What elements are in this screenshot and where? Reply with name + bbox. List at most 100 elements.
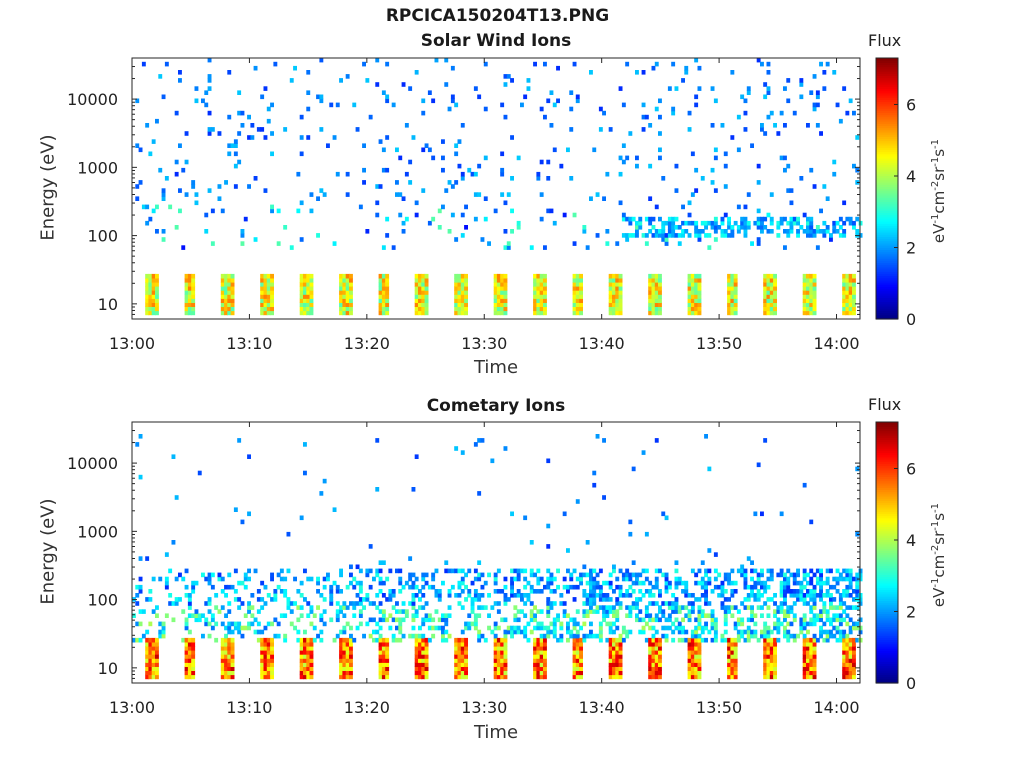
heatmap-cell (760, 511, 764, 517)
heatmap-cell (769, 306, 774, 312)
heatmap-cell (546, 601, 551, 606)
heatmap-cell (523, 601, 528, 606)
heatmap-cell (694, 167, 699, 173)
heatmap-cell (184, 568, 189, 574)
heatmap-cell (247, 609, 251, 614)
heatmap-cell (569, 576, 574, 582)
heatmap-cell (848, 646, 853, 651)
heatmap-cell (398, 192, 403, 197)
heatmap-cell (332, 580, 337, 586)
colorbar-segment (876, 528, 898, 532)
heatmap-cell (378, 637, 383, 643)
heatmap-cell (825, 61, 830, 67)
heatmap-cell (651, 617, 656, 623)
heatmap-cell (612, 568, 616, 574)
heatmap-cell (806, 286, 810, 291)
heatmap-cell (424, 601, 429, 606)
heatmap-cell (237, 110, 242, 116)
heatmap-cell (667, 216, 672, 222)
heatmap-cell (694, 229, 699, 234)
heatmap-cell (848, 674, 853, 680)
heatmap-cell (533, 670, 537, 676)
heatmap-cell (858, 637, 863, 643)
heatmap-cell (621, 159, 626, 165)
heatmap-cell (569, 629, 574, 635)
heatmap-cell (572, 658, 577, 663)
heatmap-cell (852, 163, 856, 169)
colorbar-segment (876, 129, 898, 133)
heatmap-cell (802, 568, 807, 574)
heatmap-cell (575, 306, 580, 312)
heatmap-cell (825, 225, 830, 230)
heatmap-cell (832, 605, 837, 610)
heatmap-cell (306, 290, 311, 295)
heatmap-cell (210, 572, 215, 578)
heatmap-cell (644, 216, 649, 222)
heatmap-cell (697, 65, 702, 71)
heatmap-cell (303, 662, 307, 667)
heatmap-cell (842, 229, 847, 234)
heatmap-cell (533, 605, 537, 610)
heatmap-cell (635, 229, 639, 234)
heatmap-cell (155, 282, 159, 287)
heatmap-cell (608, 597, 613, 602)
heatmap-cell (187, 298, 192, 303)
heatmap-cell (585, 609, 590, 614)
heatmap-cell (802, 572, 807, 578)
heatmap-cell (408, 86, 413, 91)
heatmap-cell (773, 286, 777, 291)
heatmap-cell (743, 216, 748, 222)
heatmap-cell (733, 670, 738, 676)
heatmap-cell (763, 438, 768, 443)
heatmap-cell (395, 192, 399, 197)
heatmap-cell (733, 286, 738, 291)
heatmap-cell (579, 658, 583, 663)
heatmap-cell (276, 621, 281, 627)
heatmap-cell (503, 302, 508, 307)
heatmap-cell (546, 609, 551, 614)
heatmap-cell (644, 114, 649, 120)
heatmap-cell (391, 102, 396, 108)
heatmap-cell (743, 110, 748, 116)
heatmap-cell (733, 310, 738, 316)
heatmap-cell (260, 658, 265, 663)
heatmap-cell (615, 576, 620, 582)
heatmap-cell (658, 114, 662, 120)
colorbar-segment (876, 255, 898, 259)
heatmap-cell (401, 617, 406, 623)
heatmap-cell (309, 650, 314, 655)
heatmap-cell (694, 102, 699, 108)
heatmap-cell (858, 625, 863, 631)
heatmap-cell (612, 637, 616, 643)
heatmap-cell (276, 584, 281, 590)
heatmap-cell (776, 225, 781, 230)
heatmap-cell (825, 609, 830, 614)
heatmap-cell (230, 650, 235, 655)
heatmap-cell (612, 286, 616, 291)
heatmap-cell (490, 605, 495, 610)
heatmap-cell (855, 466, 860, 472)
heatmap-cell (539, 106, 544, 112)
heatmap-cell (825, 229, 830, 234)
heatmap-cell (270, 282, 274, 287)
heatmap-cell (457, 580, 462, 586)
heatmap-cell (631, 580, 636, 586)
heatmap-cell (615, 609, 620, 614)
heatmap-cell (398, 568, 403, 574)
heatmap-cell (263, 584, 268, 590)
heatmap-cell (355, 601, 360, 606)
heatmap-cell (441, 613, 445, 618)
heatmap-cell (842, 593, 847, 598)
heatmap-cell (174, 159, 179, 165)
heatmap-cell (556, 98, 560, 104)
heatmap-cell (431, 155, 436, 161)
heatmap-cell (776, 233, 781, 238)
heatmap-cell (845, 572, 850, 578)
heatmap-cell (270, 290, 274, 295)
heatmap-cell (612, 282, 616, 287)
heatmap-cell (148, 294, 153, 299)
heatmap-cell (204, 212, 209, 218)
heatmap-cell (431, 98, 436, 104)
heatmap-cell (635, 163, 639, 169)
heatmap-cell (398, 625, 403, 631)
